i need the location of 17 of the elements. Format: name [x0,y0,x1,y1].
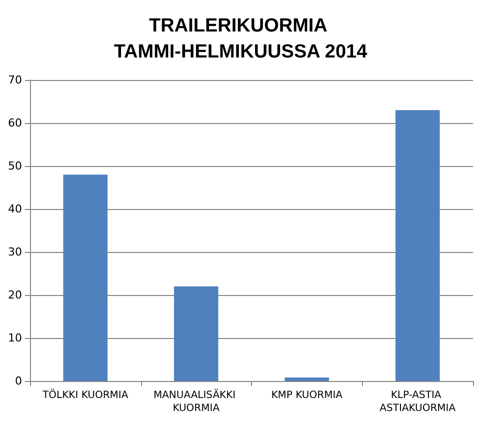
x-tick-label: KMP KUORMIA [271,390,343,401]
y-tick-label: 40 [8,202,22,216]
bar [395,110,440,381]
bar [63,174,108,381]
x-tick-label: TÖLKKI KUORMIA [42,388,128,401]
bar [284,378,330,381]
chart-title: TRAILERIKUORMIA TAMMI-HELMIKUUSSA 2014 [114,16,368,62]
x-tick-label: KLP-ASTIA ASTIAKUORMIA [380,390,456,414]
y-tick-label: 50 [8,160,22,172]
y-tick-label: 30 [8,246,22,258]
bar [174,286,218,381]
x-tick-label: MANUAALISÄKKI KUORMIA [153,388,239,414]
y-tick-label: 20 [8,288,22,302]
y-tick-label: 10 [8,332,22,344]
y-tick-label: 70 [8,74,22,86]
y-tick-label: 0 [15,374,22,388]
y-tick-label: 60 [8,116,22,130]
